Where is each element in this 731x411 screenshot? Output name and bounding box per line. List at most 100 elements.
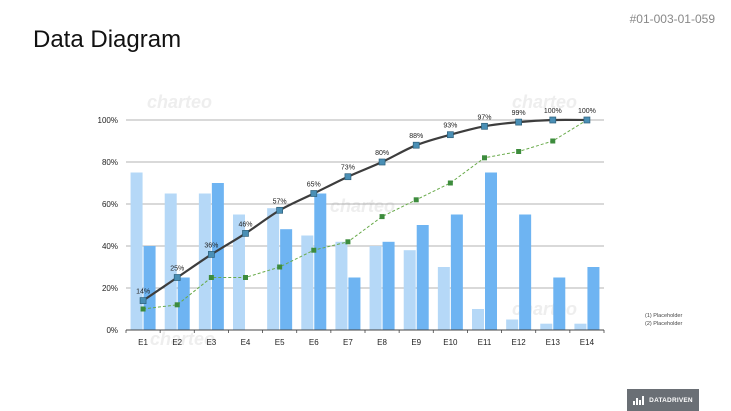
watermark: charteo bbox=[512, 92, 577, 112]
cumulative-line-marker bbox=[276, 206, 283, 214]
bar bbox=[472, 309, 484, 330]
x-tick-label: E1 bbox=[138, 338, 148, 347]
dashed-line-marker bbox=[516, 149, 522, 154]
data-labels: 14% 25% 36% 46% 57% 65% 73% 80% 88% 93% 97% 99% 100%… bbox=[136, 108, 596, 296]
dashed-line-marker bbox=[277, 264, 283, 270]
data-label: 88% bbox=[409, 133, 423, 140]
dashed-line-marker bbox=[208, 275, 214, 280]
dashed-line-marker bbox=[140, 306, 146, 312]
x-tick-label: E8 bbox=[377, 338, 387, 347]
dashed-line-marker bbox=[482, 155, 487, 161]
cumulative-line-marker bbox=[242, 230, 249, 237]
x-tick-label: E10 bbox=[443, 338, 458, 347]
dashed-line-marker bbox=[379, 214, 385, 220]
x-tick-label: E13 bbox=[546, 338, 561, 347]
bar bbox=[416, 225, 429, 330]
bar bbox=[314, 193, 327, 330]
data-label: 100% bbox=[544, 108, 562, 115]
bar bbox=[130, 172, 143, 330]
bar bbox=[574, 323, 587, 330]
bar bbox=[143, 246, 156, 330]
x-tick-label: E11 bbox=[478, 338, 492, 347]
watermark: charteo bbox=[150, 329, 215, 349]
cumulative-line-marker bbox=[208, 251, 215, 258]
data-label: 97% bbox=[477, 114, 491, 121]
data-label: 65% bbox=[307, 182, 321, 189]
cumulative-line-marker bbox=[549, 116, 557, 124]
watermark: charteo bbox=[147, 92, 212, 112]
x-tick-label: E4 bbox=[241, 338, 251, 347]
bar bbox=[233, 214, 245, 330]
legend: (1) Placeholder (2) Placeholder bbox=[645, 313, 682, 327]
cumulative-line-marker bbox=[583, 116, 591, 124]
bar bbox=[198, 193, 211, 330]
y-tick-label: 60% bbox=[102, 200, 118, 209]
bar bbox=[164, 193, 177, 330]
markers bbox=[139, 116, 591, 312]
x-tick-label: E6 bbox=[309, 338, 319, 347]
bar bbox=[450, 214, 463, 330]
bar bbox=[519, 214, 532, 330]
data-label: 25% bbox=[170, 266, 184, 273]
cumulative-line-marker bbox=[310, 190, 318, 197]
legend-item: (2) Placeholder bbox=[645, 321, 682, 327]
y-tick-label: 20% bbox=[102, 284, 118, 293]
data-label: 99% bbox=[512, 110, 526, 117]
bar bbox=[437, 267, 450, 330]
cumulative-dashed-line bbox=[143, 119, 588, 310]
data-label: 93% bbox=[443, 123, 457, 130]
bar bbox=[280, 229, 293, 330]
bar bbox=[335, 241, 348, 330]
bar bbox=[369, 246, 382, 330]
bar bbox=[587, 267, 600, 330]
bar bbox=[348, 277, 361, 330]
cumulative-line-marker bbox=[481, 122, 488, 130]
data-label: 73% bbox=[341, 165, 355, 172]
bar bbox=[301, 235, 314, 330]
dashed-line-marker bbox=[174, 302, 180, 308]
dashed-line-marker bbox=[413, 197, 419, 203]
page-title: Data Diagram bbox=[33, 26, 182, 53]
cumulative-line-marker bbox=[412, 141, 420, 149]
slide-id: #01-003-01-059 bbox=[629, 12, 715, 26]
cumulative-line-marker bbox=[378, 158, 386, 166]
x-tick-label: E3 bbox=[206, 338, 216, 347]
dashed-line-marker bbox=[243, 275, 248, 280]
bar bbox=[553, 277, 566, 330]
cumulative-line-marker bbox=[515, 118, 522, 126]
dashed-line-marker bbox=[311, 247, 317, 253]
cumulative-line-marker bbox=[344, 173, 352, 181]
data-label: 36% bbox=[204, 242, 218, 249]
watermark: charteo bbox=[330, 196, 395, 216]
x-tick-label: E12 bbox=[512, 338, 527, 347]
bar bbox=[177, 277, 190, 330]
dashed-line-marker bbox=[550, 138, 556, 144]
data-label: 57% bbox=[273, 198, 287, 205]
cumulative-line-marker bbox=[447, 131, 454, 139]
y-tick-label: 100% bbox=[98, 116, 118, 125]
x-tick-label: E7 bbox=[343, 338, 353, 347]
dashed-line-marker bbox=[447, 180, 453, 186]
x-tick-label: E2 bbox=[172, 338, 182, 347]
cumulative-line-marker bbox=[139, 297, 147, 304]
data-label: 100% bbox=[578, 108, 596, 115]
bar-chart-icon bbox=[633, 395, 645, 405]
bar bbox=[211, 183, 224, 330]
x-tick-label: E5 bbox=[275, 338, 285, 347]
y-tick-label: 80% bbox=[102, 158, 118, 167]
x-tick-label: E14 bbox=[580, 338, 595, 347]
dashed-line-marker bbox=[345, 239, 351, 245]
y-tick-label: 0% bbox=[106, 326, 118, 335]
axes: 0% 20% 40% 60% 80% 100% E1 E2 E3 E4 E5 E6 E7 E8 E9 E10 E… bbox=[98, 116, 605, 347]
x-tick-label: E9 bbox=[411, 338, 421, 347]
data-label: 14% bbox=[136, 289, 150, 296]
cumulative-line-marker bbox=[173, 274, 181, 281]
data-label: 80% bbox=[375, 150, 389, 157]
bars bbox=[130, 172, 600, 330]
bar bbox=[485, 172, 497, 330]
y-tick-label: 40% bbox=[102, 242, 118, 251]
brand-name: DATADRIVEN bbox=[649, 396, 693, 404]
legend-item: (1) Placeholder bbox=[645, 313, 682, 319]
